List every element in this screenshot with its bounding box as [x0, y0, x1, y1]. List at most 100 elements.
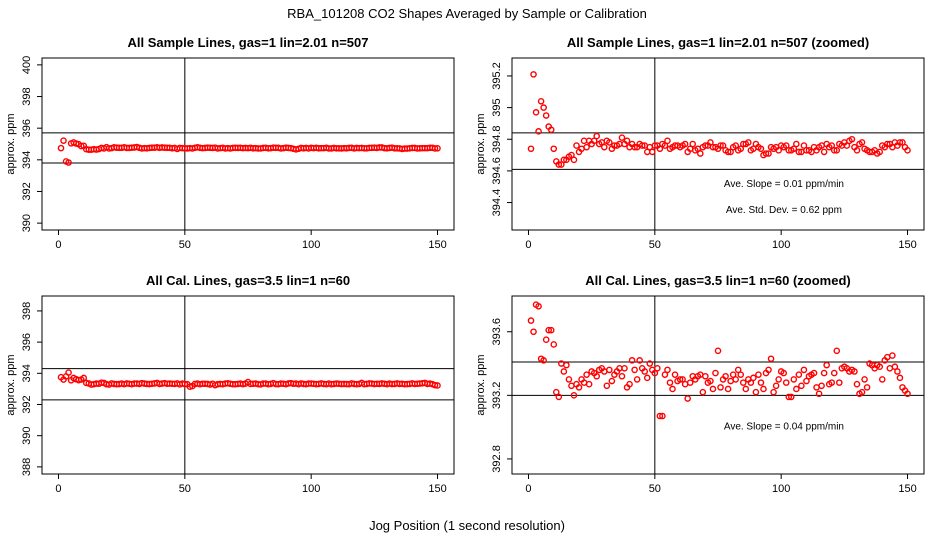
y-tick-label: 398 [21, 87, 33, 105]
data-points [527, 301, 911, 420]
data-point [858, 388, 866, 396]
data-point [707, 139, 714, 146]
y-tick-label: 388 [21, 458, 33, 476]
data-point [747, 379, 755, 386]
y-tick-label: 390 [21, 427, 33, 445]
data-point [772, 382, 780, 390]
data-point [876, 363, 884, 371]
data-point [833, 147, 841, 154]
data-point [800, 366, 808, 374]
data-point [656, 412, 664, 420]
data-point [555, 393, 563, 401]
data-point [600, 143, 608, 151]
data-point [702, 372, 709, 380]
data-point [739, 379, 747, 386]
y-tick-label: 393.2 [491, 382, 503, 410]
data-point [904, 147, 911, 154]
data-point [563, 361, 570, 369]
data-point [618, 372, 626, 380]
data-point [896, 139, 904, 146]
figure-x-axis-label: Jog Position (1 second resolution) [369, 518, 565, 533]
data-point [679, 376, 686, 383]
data-point [765, 366, 772, 374]
data-point [729, 371, 737, 378]
data-point [681, 140, 689, 148]
data-point [550, 145, 558, 153]
x-tick-label: 150 [898, 239, 916, 251]
y-tick-label: 392 [21, 395, 33, 413]
x-tick-label: 0 [525, 483, 531, 495]
data-point [684, 395, 691, 402]
y-tick-label: 392.8 [491, 445, 503, 473]
data-point [712, 369, 719, 377]
panel-4: All Cal. Lines, gas=3.5 lin=1 n=60 (zoom… [475, 273, 925, 495]
y-tick-label: 398 [21, 302, 33, 320]
data-point [535, 128, 542, 135]
x-tick-label: 0 [55, 239, 61, 251]
data-point [876, 148, 884, 156]
data-point [737, 371, 745, 378]
data-point [583, 143, 590, 151]
data-point [583, 371, 590, 378]
x-tick-label: 150 [898, 483, 916, 495]
data-point [782, 379, 790, 386]
data-point [863, 384, 871, 391]
data-point [732, 142, 739, 149]
data-point [732, 376, 739, 383]
data-point [656, 145, 664, 153]
data-point [775, 147, 782, 154]
x-tick-label: 50 [649, 239, 661, 251]
x-tick-label: 100 [302, 239, 320, 251]
y-tick-label: 394 [21, 364, 33, 382]
data-point [547, 126, 555, 134]
data-point [671, 371, 679, 378]
data-point [757, 145, 765, 153]
data-point [851, 368, 858, 375]
data-point [878, 376, 886, 383]
x-tick-label: 0 [55, 483, 61, 495]
y-tick-label: 392 [21, 182, 33, 200]
panel-1: All Sample Lines, gas=1 lin=2.01 n=507 0 5… [5, 35, 455, 251]
data-point [552, 388, 560, 396]
y-tick-label: 394.6 [491, 157, 503, 185]
data-point [848, 135, 856, 143]
data-point [661, 371, 669, 378]
panel-title: All Sample Lines, gas=1 lin=2.01 n=507 [128, 35, 369, 50]
data-point [884, 140, 891, 148]
plot-frame [41, 57, 455, 231]
data-point [631, 143, 638, 151]
data-point [742, 385, 750, 393]
data-point [727, 148, 734, 156]
x-tick-label: 150 [428, 483, 446, 495]
data-point [570, 156, 578, 164]
data-point [833, 347, 841, 355]
data-point [793, 385, 800, 393]
y-tick-label: 394.8 [491, 125, 503, 153]
data-point [755, 371, 762, 378]
data-point [686, 379, 694, 386]
data-point [780, 369, 788, 377]
data-point [593, 372, 601, 380]
data-point [560, 368, 568, 375]
data-point [697, 150, 704, 157]
data-point [542, 112, 550, 119]
data-point [585, 380, 593, 388]
y-tick-label: 396 [21, 333, 33, 351]
panel-grid: All Sample Lines, gas=1 lin=2.01 n=507 0 5… [5, 35, 925, 495]
plot-frame [511, 295, 925, 475]
data-point [661, 142, 669, 149]
x-tick-label: 50 [179, 239, 191, 251]
data-point [641, 368, 649, 375]
data-point [757, 379, 765, 386]
data-point [593, 132, 601, 140]
data-point [707, 377, 714, 385]
data-point [565, 376, 573, 383]
data-point [532, 109, 540, 116]
panel-title: All Sample Lines, gas=1 lin=2.01 n=507 (… [567, 35, 869, 50]
data-point [853, 380, 861, 388]
data-point [795, 371, 803, 378]
data-point [669, 385, 676, 393]
data-point [575, 384, 583, 391]
data-point [737, 145, 745, 153]
data-point [717, 142, 724, 149]
